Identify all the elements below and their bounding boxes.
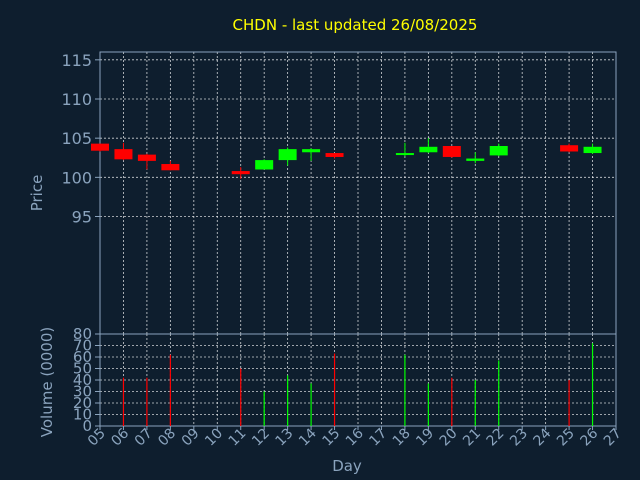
- x-tick-label: 25: [554, 426, 578, 450]
- candle-body: [161, 164, 180, 171]
- candle-body: [114, 149, 133, 160]
- candle-body: [325, 153, 344, 157]
- candle-body: [395, 153, 414, 156]
- x-tick-label: 17: [366, 426, 390, 450]
- volume-tick-label: 70: [73, 337, 92, 355]
- candle: [419, 138, 438, 154]
- candle-body: [489, 146, 508, 156]
- volume-tick-label: 60: [73, 348, 92, 366]
- x-tick-label: 14: [296, 425, 320, 449]
- volume-tick-label: 20: [73, 394, 92, 412]
- candle-body: [255, 160, 274, 170]
- candle-body: [137, 154, 156, 161]
- price-panel: 95 100 105 110 115: [61, 51, 617, 335]
- x-tick-label: 22: [484, 426, 508, 450]
- candle-body: [419, 146, 438, 153]
- candle: [278, 147, 297, 166]
- x-tick-label: 09: [179, 426, 203, 450]
- price-tick-label: 95: [72, 208, 92, 227]
- candle: [161, 160, 180, 171]
- candle: [489, 143, 508, 157]
- candle-body: [302, 149, 321, 153]
- candle-body: [278, 149, 297, 161]
- x-tick-label: 16: [343, 425, 367, 449]
- candle: [231, 167, 250, 179]
- x-tick-label: 10: [202, 426, 226, 450]
- volume-tick-label: 40: [73, 371, 92, 389]
- volume-tick-label: 50: [73, 360, 92, 378]
- price-tick-label: 100: [61, 168, 92, 187]
- x-tick-label: 08: [155, 426, 179, 450]
- candle-body: [466, 158, 485, 161]
- candle-body: [560, 145, 579, 152]
- candle-body: [583, 146, 602, 154]
- candle: [325, 153, 344, 159]
- x-tick-label: 18: [390, 426, 414, 450]
- x-tick-label: 06: [108, 425, 132, 449]
- price-tick-label: 105: [61, 129, 92, 148]
- candle: [442, 146, 461, 158]
- x-tick-label: 13: [273, 426, 297, 450]
- candle-body: [91, 143, 109, 151]
- chart-title: CHDN - last updated 26/08/2025: [233, 16, 478, 34]
- candle: [466, 152, 485, 164]
- x-tick-label: 07: [132, 426, 156, 450]
- x-tick-label: 23: [507, 426, 531, 450]
- x-tick-label: 12: [249, 426, 273, 450]
- volume-axis-label: Volume (0000): [38, 327, 56, 437]
- volume-tick-label: 30: [73, 383, 92, 401]
- candle: [302, 148, 321, 161]
- volume-tick-label: 10: [73, 406, 92, 424]
- price-axis-label: Price: [28, 175, 46, 212]
- candle: [137, 153, 156, 170]
- candle-body: [231, 171, 250, 175]
- candle: [583, 143, 602, 154]
- candle: [395, 142, 414, 157]
- x-tick-label: 15: [319, 426, 343, 450]
- x-axis: 05 06 07 08 09 10 11 12 13 14 15 16 17 18 19 20 21 22 23 24…: [85, 425, 625, 449]
- x-tick-label: 20: [437, 426, 461, 450]
- candle: [255, 159, 274, 170]
- candle: [114, 142, 133, 161]
- price-tick-label: 110: [61, 90, 92, 109]
- candle: [91, 143, 109, 152]
- candle: [560, 143, 579, 153]
- volume-tick-label: 0: [82, 417, 92, 435]
- price-tick-label: 115: [61, 51, 92, 70]
- x-tick-label: 11: [226, 426, 250, 450]
- x-axis-label: Day: [332, 457, 362, 475]
- x-tick-label: 26: [577, 425, 601, 449]
- x-tick-label: 27: [601, 426, 625, 450]
- x-tick-label: 21: [460, 426, 484, 450]
- candle-body: [442, 146, 461, 157]
- x-tick-label: 24: [531, 425, 555, 449]
- volume-tick-label: 80: [73, 325, 92, 343]
- x-tick-label: 19: [413, 426, 437, 450]
